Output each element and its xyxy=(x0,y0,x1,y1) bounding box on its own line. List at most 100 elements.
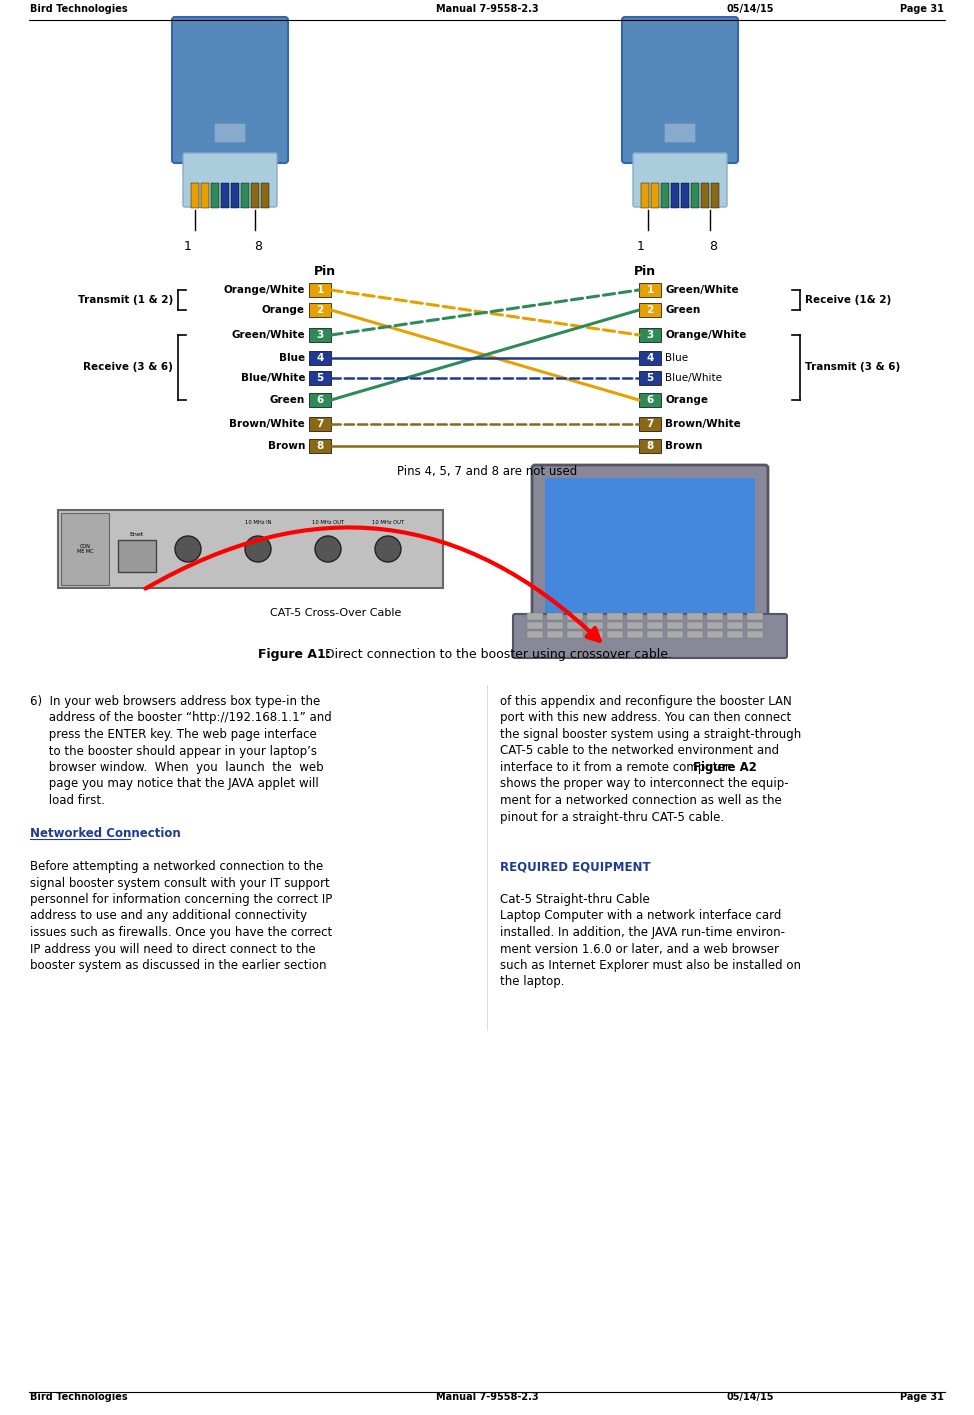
Text: CON
ME MC: CON ME MC xyxy=(77,543,94,555)
Bar xyxy=(627,623,643,630)
Bar xyxy=(639,417,661,432)
Text: Blue: Blue xyxy=(665,352,688,364)
Text: ment for a networked connection as well as the: ment for a networked connection as well … xyxy=(500,794,782,807)
Text: press the ENTER key. The web page interface: press the ENTER key. The web page interf… xyxy=(30,727,317,741)
Text: 5: 5 xyxy=(317,374,323,383)
Text: Orange: Orange xyxy=(262,306,305,316)
Bar xyxy=(727,613,743,620)
Bar xyxy=(647,613,663,620)
FancyBboxPatch shape xyxy=(532,466,768,625)
Text: 2: 2 xyxy=(317,306,323,316)
Text: 1: 1 xyxy=(637,241,645,253)
Text: browser window.  When  you  launch  the  web: browser window. When you launch the web xyxy=(30,761,323,774)
Text: 1: 1 xyxy=(184,241,192,253)
Text: Receive (3 & 6): Receive (3 & 6) xyxy=(83,362,173,372)
Text: 3: 3 xyxy=(317,330,323,340)
Bar xyxy=(639,393,661,408)
Text: port with this new address. You can then connect: port with this new address. You can then… xyxy=(500,712,791,724)
Bar xyxy=(309,283,331,297)
Bar xyxy=(118,541,156,572)
Bar xyxy=(711,183,719,208)
Bar xyxy=(701,183,709,208)
Text: booster system as discussed in the earlier section: booster system as discussed in the earli… xyxy=(30,959,326,972)
Text: 4: 4 xyxy=(317,352,323,364)
Text: CAT-5 cable to the networked environment and: CAT-5 cable to the networked environment… xyxy=(500,744,779,757)
Circle shape xyxy=(375,536,401,562)
Text: Laptop Computer with a network interface card: Laptop Computer with a network interface… xyxy=(500,910,781,923)
Bar xyxy=(261,183,269,208)
Bar xyxy=(647,631,663,638)
Bar xyxy=(567,613,583,620)
Text: 7: 7 xyxy=(317,419,323,429)
Text: Page 31: Page 31 xyxy=(900,4,944,14)
FancyBboxPatch shape xyxy=(214,123,246,143)
Text: page you may notice that the JAVA applet will: page you may notice that the JAVA applet… xyxy=(30,777,318,791)
Bar xyxy=(527,613,543,620)
Text: 05/14/15: 05/14/15 xyxy=(727,1392,773,1402)
Text: shows the proper way to interconnect the equip-: shows the proper way to interconnect the… xyxy=(500,777,789,791)
Text: 10 MHz OUT: 10 MHz OUT xyxy=(312,519,344,525)
Bar xyxy=(747,631,763,638)
Text: the laptop.: the laptop. xyxy=(500,975,565,989)
Bar xyxy=(667,631,683,638)
Text: CAT-5 Cross-Over Cable: CAT-5 Cross-Over Cable xyxy=(270,608,401,618)
Bar xyxy=(309,351,331,365)
Bar xyxy=(639,328,661,342)
Text: 3: 3 xyxy=(647,330,654,340)
FancyBboxPatch shape xyxy=(664,123,696,143)
Bar xyxy=(251,183,259,208)
Bar xyxy=(201,183,209,208)
Text: 5: 5 xyxy=(647,374,654,383)
Text: Green: Green xyxy=(665,306,700,316)
Text: 6: 6 xyxy=(647,395,654,405)
Text: Blue: Blue xyxy=(279,352,305,364)
Bar xyxy=(191,183,199,208)
Bar xyxy=(687,631,703,638)
Text: Brown: Brown xyxy=(268,441,305,451)
Bar xyxy=(527,631,543,638)
Text: REQUIRED EQUIPMENT: REQUIRED EQUIPMENT xyxy=(500,860,651,873)
Text: Orange: Orange xyxy=(665,395,708,405)
Bar xyxy=(651,183,659,208)
Text: issues such as firewalls. Once you have the correct: issues such as firewalls. Once you have … xyxy=(30,925,332,940)
Text: Transmit (3 & 6): Transmit (3 & 6) xyxy=(805,362,900,372)
Text: Green/White: Green/White xyxy=(665,284,738,294)
Bar xyxy=(627,613,643,620)
FancyBboxPatch shape xyxy=(513,614,787,658)
Text: Orange/White: Orange/White xyxy=(665,330,746,340)
Bar xyxy=(587,623,603,630)
Bar xyxy=(747,623,763,630)
Text: personnel for information concerning the correct IP: personnel for information concerning the… xyxy=(30,893,332,906)
Text: Networked Connection: Networked Connection xyxy=(30,826,181,841)
Bar xyxy=(607,613,623,620)
Text: signal booster system consult with your IT support: signal booster system consult with your … xyxy=(30,876,330,890)
Bar xyxy=(567,623,583,630)
Text: installed. In addition, the JAVA run-time environ-: installed. In addition, the JAVA run-tim… xyxy=(500,925,785,940)
Text: Bird Technologies: Bird Technologies xyxy=(30,4,128,14)
Bar xyxy=(547,631,563,638)
Bar xyxy=(545,478,755,613)
Text: 8: 8 xyxy=(709,241,717,253)
FancyBboxPatch shape xyxy=(633,153,727,207)
Bar xyxy=(211,183,219,208)
Bar xyxy=(641,183,649,208)
Text: Brown/White: Brown/White xyxy=(229,419,305,429)
Text: Before attempting a networked connection to the: Before attempting a networked connection… xyxy=(30,860,323,873)
Text: the signal booster system using a straight-through: the signal booster system using a straig… xyxy=(500,727,802,741)
Text: Green: Green xyxy=(270,395,305,405)
Bar xyxy=(309,303,331,317)
Bar xyxy=(241,183,249,208)
Bar xyxy=(639,439,661,453)
Text: Blue/White: Blue/White xyxy=(241,374,305,383)
Bar xyxy=(691,183,699,208)
Text: Orange/White: Orange/White xyxy=(224,284,305,294)
Text: 05/14/15: 05/14/15 xyxy=(727,4,773,14)
Text: Enet: Enet xyxy=(130,532,144,538)
Text: Direct connection to the booster using crossover cable.: Direct connection to the booster using c… xyxy=(321,648,672,661)
Text: IP address you will need to direct connect to the: IP address you will need to direct conne… xyxy=(30,942,316,955)
Bar xyxy=(587,613,603,620)
Text: Green/White: Green/White xyxy=(232,330,305,340)
Text: Cat-5 Straight-thru Cable: Cat-5 Straight-thru Cable xyxy=(500,893,650,906)
Bar xyxy=(231,183,239,208)
Bar xyxy=(639,283,661,297)
